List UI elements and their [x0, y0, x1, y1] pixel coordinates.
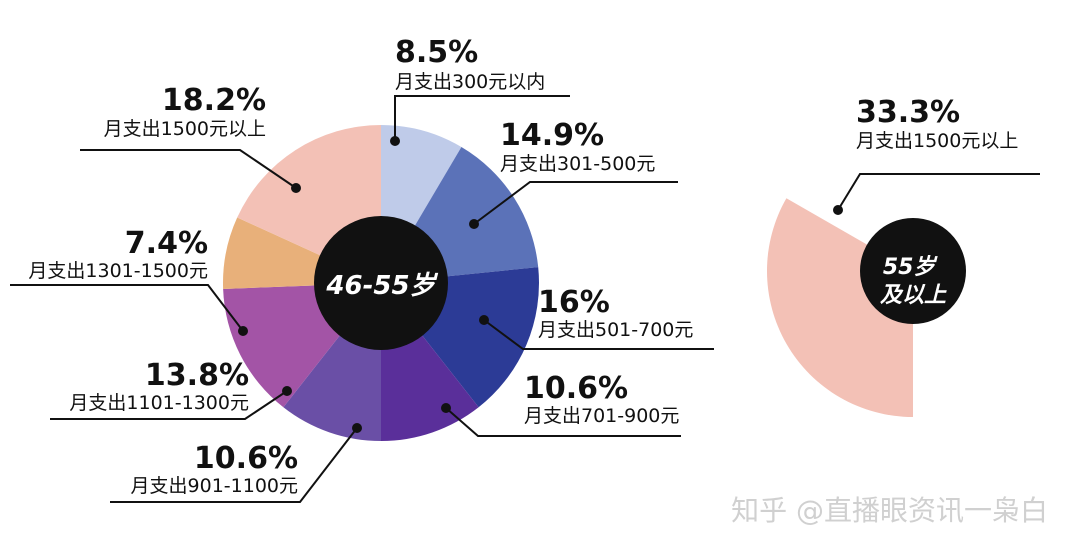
slice-value-label-7: 7.4%: [125, 226, 208, 261]
slice-value-label-8: 18.2%: [162, 83, 266, 118]
leader-line-8: [80, 149, 297, 189]
center-label-46-55: 46-55岁: [325, 271, 438, 301]
leader-line-5: [110, 427, 358, 503]
slice-value-label-1: 8.5%: [395, 35, 478, 70]
slice-labels: 8.5%月支出300元以内 14.9%月支出301-500元 16%月支出501-7…: [28, 35, 1018, 497]
leader-line-6: [50, 390, 288, 420]
leader-line-3: [483, 319, 714, 350]
slice-category-label-5: 月支出901-1100元: [131, 475, 298, 497]
slice-category-label-55-plus: 月支出1500元以上: [856, 130, 1018, 152]
leader-line-7: [10, 284, 244, 332]
slice-category-label-1: 月支出300元以内: [395, 71, 545, 93]
leader-line-55-plus: [837, 173, 1040, 211]
center-badge-46-55: [314, 216, 448, 350]
leader-line-1: [394, 95, 570, 141]
leader-dot-55-plus: [833, 205, 843, 215]
leader-line-4: [445, 407, 681, 437]
leader-dot-7: [238, 326, 248, 336]
leader-dot-6: [282, 386, 292, 396]
slice-value-label-4: 10.6%: [524, 371, 628, 406]
slice-category-label-2: 月支出301-500元: [500, 153, 655, 175]
slice-category-label-8: 月支出1500元以上: [104, 118, 266, 140]
slice-category-label-6: 月支出1101-1300元: [69, 392, 249, 414]
slice-value-label-6: 13.8%: [145, 358, 249, 393]
leader-dot-8: [291, 183, 301, 193]
slice-value-label-5: 10.6%: [194, 441, 298, 476]
slice-category-label-7: 月支出1301-1500元: [28, 260, 208, 282]
leader-dot-3: [479, 315, 489, 325]
watermark: 知乎 @直播眼资讯一枭白: [731, 494, 1048, 527]
leader-lines: [10, 95, 1040, 503]
leader-dot-4: [441, 403, 451, 413]
slice-value-label-3: 16%: [538, 285, 610, 320]
center-label-55-plus: 55岁 及以上: [880, 255, 947, 308]
leader-line-2: [473, 181, 678, 225]
slice-value-label-55-plus: 33.3%: [856, 95, 960, 130]
leader-dot-2: [469, 219, 479, 229]
leader-dot-5: [352, 423, 362, 433]
slice-category-label-3: 月支出501-700元: [538, 319, 693, 341]
center-badge-55-plus: [860, 218, 966, 324]
leader-dot-1: [390, 136, 400, 146]
slice-category-label-4: 月支出701-900元: [524, 405, 679, 427]
slice-value-label-2: 14.9%: [500, 118, 604, 153]
